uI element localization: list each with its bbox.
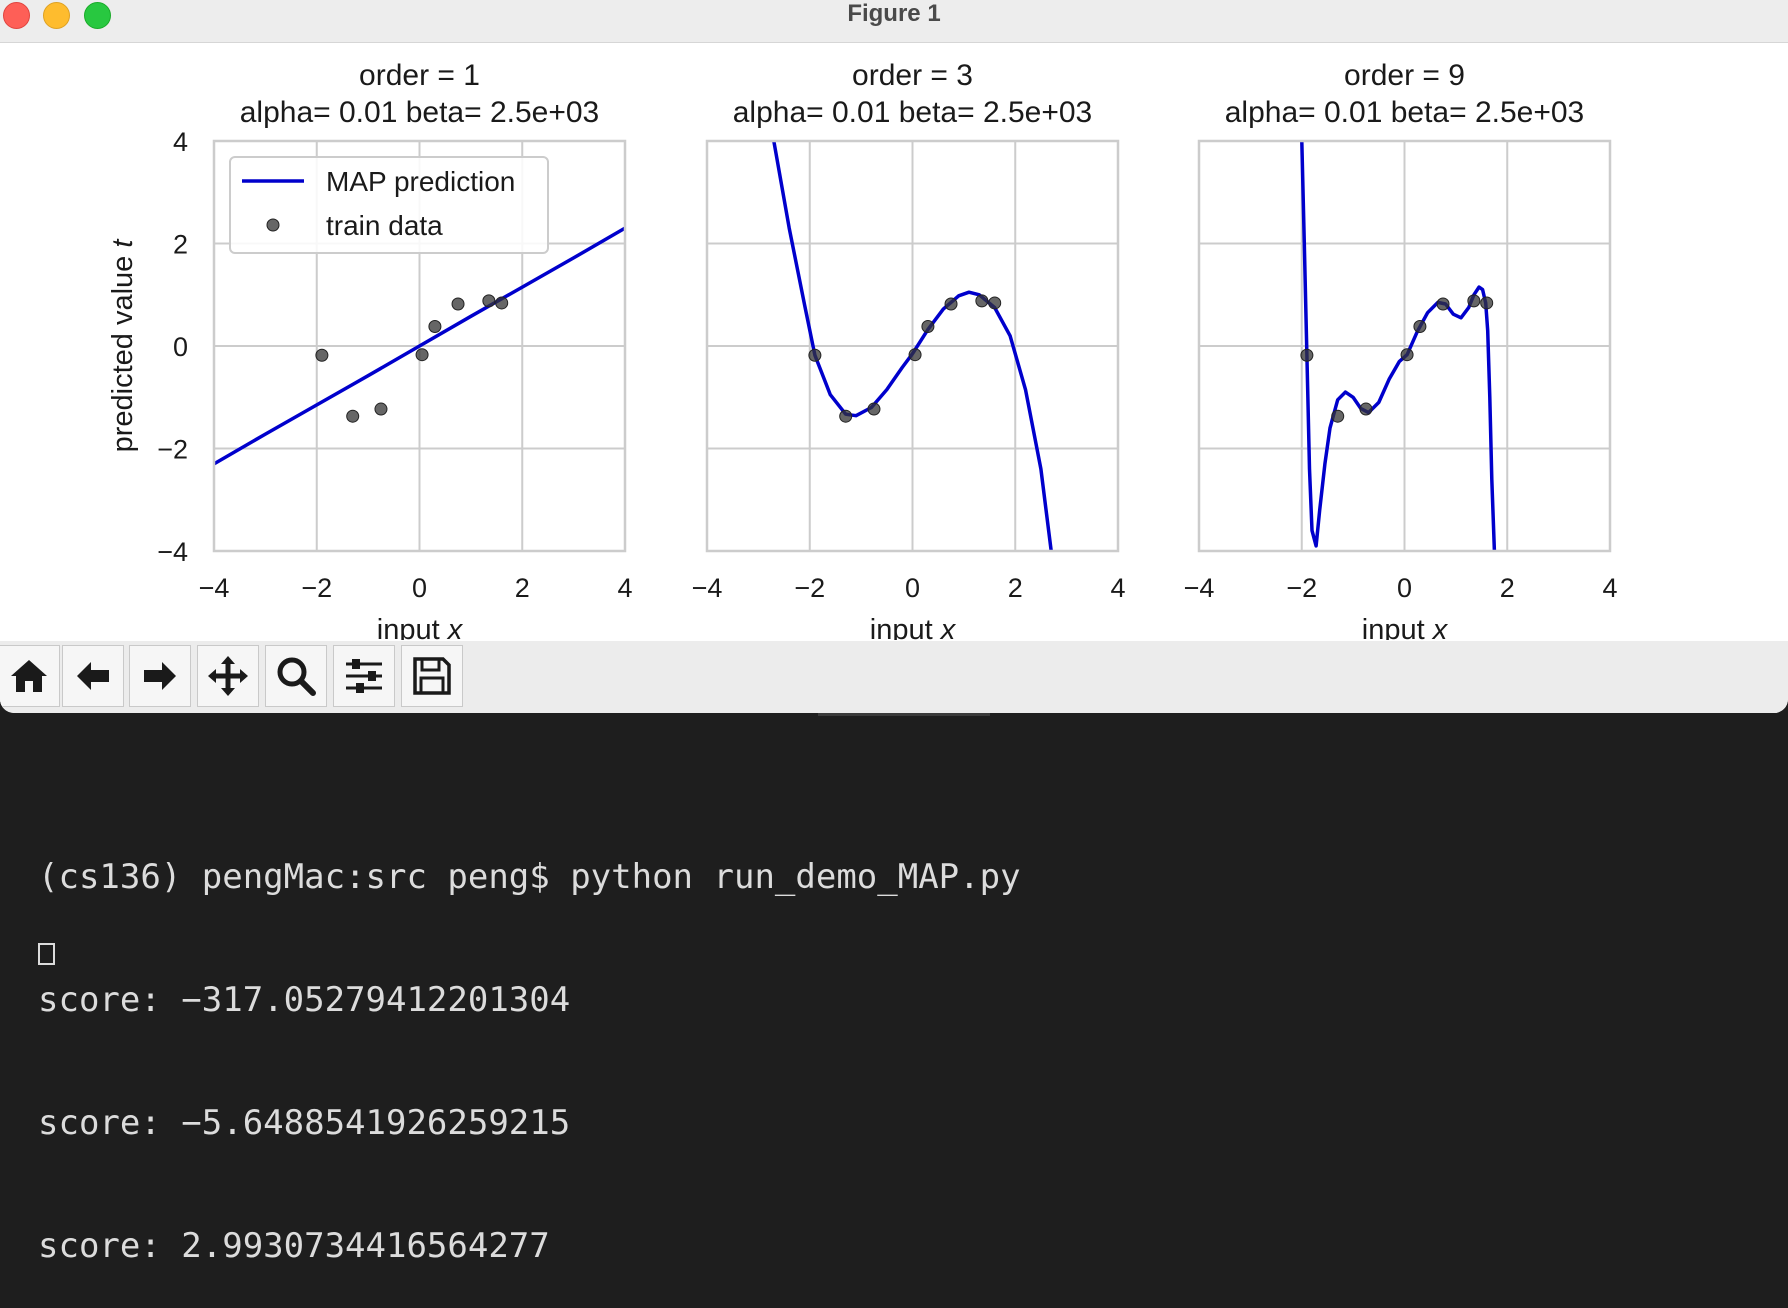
terminal-output: (cs136) pengMac:src peng$ python run_dem… <box>38 775 1021 1308</box>
train-data-point <box>1331 409 1345 423</box>
x-axis-label: input x <box>1362 614 1449 640</box>
window-title: Figure 1 <box>847 0 941 27</box>
train-data-point <box>346 409 360 423</box>
figure-window: Figure 1 order = 1 alpha= 0.01 beta= 2.5e… <box>0 0 1788 713</box>
map-prediction-line <box>1300 141 1497 551</box>
y-tick-label: −2 <box>157 435 188 465</box>
train-data-point <box>428 320 442 334</box>
x-tick-label: 4 <box>1602 573 1617 603</box>
train-data-point <box>374 402 388 416</box>
x-tick-label: 0 <box>905 573 920 603</box>
train-data-point <box>988 296 1002 310</box>
train-data-point <box>451 297 465 311</box>
x-tick-label: −2 <box>301 573 332 603</box>
train-data-point <box>1480 296 1494 310</box>
axes-frame <box>705 139 1120 553</box>
terminal-line: score: −5.6488541926259215 <box>38 1103 571 1143</box>
terminal-line: score: −317.05279412201304 <box>38 980 571 1020</box>
train-data-point <box>1413 320 1427 334</box>
train-data-point <box>1436 297 1450 311</box>
configure-subplots-button[interactable] <box>333 645 395 707</box>
train-data-point <box>944 297 958 311</box>
pan-icon <box>208 656 248 696</box>
chart-subtitle: alpha= 0.01 beta= 2.5e+03 <box>240 96 600 129</box>
train-data-point <box>415 348 429 362</box>
axes-frame <box>1197 139 1612 553</box>
train-data-point <box>315 348 329 362</box>
zoom-icon <box>277 657 316 696</box>
navigation-toolbar <box>0 641 1788 713</box>
legend-box <box>229 156 549 254</box>
y-tick-label: 4 <box>173 127 188 157</box>
terminal-line: score: 2.9930734416564277 <box>38 1226 550 1266</box>
x-tick-label: 0 <box>412 573 427 603</box>
terminal-cursor <box>38 943 55 965</box>
back-arrow-icon <box>77 662 109 690</box>
axes-frame <box>212 139 627 553</box>
train-data-point <box>1400 348 1414 362</box>
x-axis-label: input x <box>377 614 464 640</box>
y-tick-label: −4 <box>157 537 188 567</box>
title-bar: Figure 1 <box>0 0 1788 43</box>
pan-button[interactable] <box>197 645 259 707</box>
train-data-point <box>1300 348 1314 362</box>
scroll-indicator <box>818 713 990 716</box>
home-button[interactable] <box>0 645 60 707</box>
legend-label-map: MAP prediction <box>326 166 515 197</box>
forward-button[interactable] <box>129 645 191 707</box>
chart-title: order = 1 <box>359 59 480 92</box>
train-data-point <box>808 348 822 362</box>
train-data-point <box>482 294 496 308</box>
train-data-point <box>1359 402 1373 416</box>
chart-subtitle: alpha= 0.01 beta= 2.5e+03 <box>733 96 1093 129</box>
map-prediction-line <box>214 226 625 466</box>
x-tick-label: −4 <box>199 573 230 603</box>
x-tick-label: 2 <box>515 573 530 603</box>
save-icon <box>413 657 451 695</box>
x-axis-label: input x <box>870 614 957 640</box>
zoom-window-button[interactable] <box>84 2 111 29</box>
legend-point-swatch <box>266 218 280 232</box>
train-data-point <box>975 294 989 308</box>
train-data-point <box>921 320 935 334</box>
x-tick-label: −4 <box>692 573 723 603</box>
close-window-button[interactable] <box>3 2 30 29</box>
y-tick-label: 2 <box>173 230 188 260</box>
forward-arrow-icon <box>144 662 176 690</box>
legend-label-train: train data <box>326 210 443 241</box>
train-data-point <box>867 402 881 416</box>
chart-subtitle: alpha= 0.01 beta= 2.5e+03 <box>1225 96 1585 129</box>
x-tick-label: 4 <box>617 573 632 603</box>
y-tick-label: 0 <box>173 332 188 362</box>
y-axis-label: predicted value t <box>107 238 139 453</box>
terminal-line: (cs136) pengMac:src peng$ python run_dem… <box>38 857 1021 897</box>
train-data-point <box>495 296 509 310</box>
train-data-point <box>839 409 853 423</box>
back-button[interactable] <box>62 645 124 707</box>
chart-title: order = 9 <box>1344 59 1465 92</box>
train-data-point <box>1467 294 1481 308</box>
home-icon <box>11 660 47 692</box>
subplots-icon <box>346 659 382 693</box>
figure-canvas: order = 1 alpha= 0.01 beta= 2.5e+03 −4 −2 0 2… <box>107 59 1618 640</box>
train-data-point <box>908 348 922 362</box>
x-tick-label: 4 <box>1110 573 1125 603</box>
x-tick-label: −2 <box>794 573 825 603</box>
x-tick-label: −2 <box>1286 573 1317 603</box>
x-tick-label: −4 <box>1184 573 1215 603</box>
save-button[interactable] <box>401 645 463 707</box>
x-tick-label: 0 <box>1397 573 1412 603</box>
minimize-window-button[interactable] <box>43 2 70 29</box>
chart-title: order = 3 <box>852 59 973 92</box>
x-tick-label: 2 <box>1008 573 1023 603</box>
zoom-button[interactable] <box>265 645 327 707</box>
x-tick-label: 2 <box>1500 573 1515 603</box>
